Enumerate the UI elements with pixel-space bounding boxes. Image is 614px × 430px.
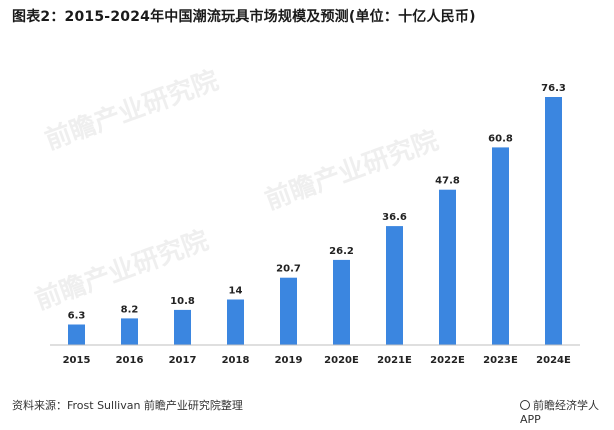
x-tick-label-2021E: 2021E [377,355,412,366]
data-label-2015: 6.3 [68,311,86,322]
source-note: 资料来源：Frost Sullivan 前瞻产业研究院整理 [12,399,243,412]
brand-text: 前瞻经济学人APP [520,399,599,426]
bar-2019 [280,277,297,345]
bar-2018 [227,299,244,345]
data-label-2021E: 36.6 [382,212,407,223]
bar-2023E [492,147,509,345]
data-label-2016: 8.2 [121,304,139,315]
bar-chart: 6.3 2015 8.2 2016 10.8 2017 14 2018 20.7 2019 26.2… [50,83,580,366]
bar-2015 [68,324,85,345]
brand-logo-icon [520,400,530,410]
x-tick-label-2024E: 2024E [536,355,571,366]
bar-2016 [121,318,138,345]
data-label-2017: 10.8 [170,296,195,307]
bar-2020E [333,259,350,346]
x-tick-label-2016: 2016 [116,355,144,366]
data-label-2024E: 76.3 [541,83,566,94]
data-label-2019: 20.7 [276,264,301,275]
chart-title: 图表2：2015-2024年中国潮流玩具市场规模及预测(单位：十亿人民币) [12,9,476,25]
x-tick-label-2020E: 2020E [324,355,359,366]
bar-2021E [386,226,403,346]
data-label-2018: 14 [229,286,243,297]
bar-2022E [439,189,456,345]
x-tick-label-2019: 2019 [275,355,303,366]
x-tick-label-2018: 2018 [222,355,250,366]
x-tick-label-2017: 2017 [169,355,197,366]
x-tick-label-2022E: 2022E [430,355,465,366]
bar-2017 [174,309,191,345]
data-label-2023E: 60.8 [488,133,513,144]
x-tick-label-2015: 2015 [63,355,91,366]
bar-2024E [545,97,562,345]
data-label-2020E: 26.2 [329,246,354,257]
brand-label: 前瞻经济学人APP [520,397,614,426]
data-label-2022E: 47.8 [435,176,460,187]
x-tick-label-2023E: 2023E [483,355,518,366]
